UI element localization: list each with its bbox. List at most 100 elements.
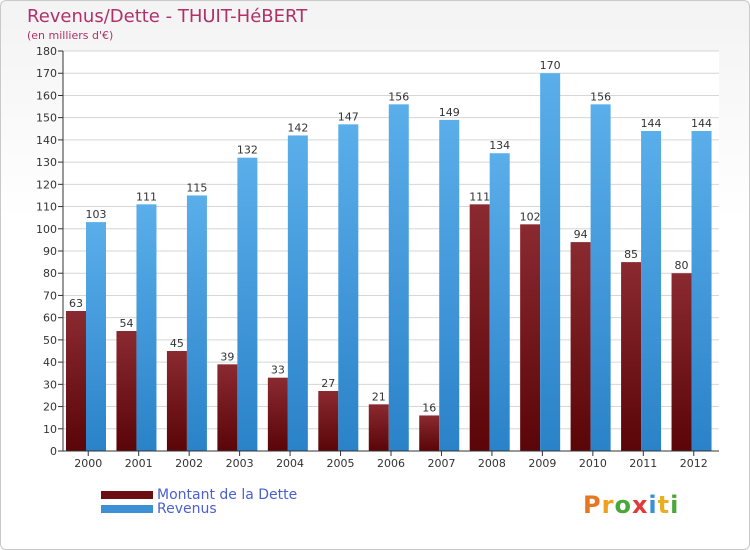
data-label: 144 <box>691 117 712 130</box>
proxiti-logo: Proxiti <box>583 491 679 519</box>
legend-item-revenus: Revenus <box>101 501 297 517</box>
y-tick-label: 150 <box>36 112 57 125</box>
chart-subtitle: (en milliers d'€) <box>27 29 114 42</box>
y-tick-label: 160 <box>36 89 57 102</box>
bar-dette <box>166 351 187 451</box>
data-label: 156 <box>388 90 409 103</box>
logo-letter: o <box>614 491 632 519</box>
bar-dette <box>217 364 238 451</box>
y-tick-label: 170 <box>36 67 57 80</box>
bar-dette <box>570 242 591 451</box>
data-label: 111 <box>136 190 157 203</box>
y-tick-label: 80 <box>43 267 57 280</box>
bar-dette <box>116 331 137 451</box>
data-labels: 63 103 54 111 45 115 39 132 33 142 27 147 21 156 16 149… <box>69 59 712 414</box>
bar-revenus <box>691 131 712 451</box>
legend-label-revenus: Revenus <box>157 501 217 517</box>
x-tick-label: 2005 <box>327 457 355 470</box>
bar-dette <box>671 273 692 451</box>
bar-dette <box>520 224 541 451</box>
y-tick-label: 90 <box>43 245 57 258</box>
data-label: 85 <box>624 248 638 261</box>
y-tick-label: 20 <box>43 401 57 414</box>
logo-letter: P <box>583 491 602 519</box>
data-label: 102 <box>520 210 541 223</box>
x-tick-label: 2010 <box>579 457 607 470</box>
y-tick-label: 50 <box>43 334 57 347</box>
y-tick-label: 180 <box>36 45 57 58</box>
x-tick-label: 2008 <box>478 457 506 470</box>
bar-revenus <box>287 135 308 451</box>
legend-label-debt: Montant de la Dette <box>157 487 298 503</box>
x-tick-label: 2006 <box>377 457 405 470</box>
y-tick-label: 30 <box>43 378 57 391</box>
bar-dette <box>368 404 389 451</box>
data-label: 54 <box>119 317 133 330</box>
bar-revenus <box>86 222 106 451</box>
legend-swatch-debt <box>101 491 153 499</box>
bar-revenus <box>338 124 359 451</box>
bars <box>66 73 712 451</box>
logo-letter: i <box>670 491 680 519</box>
x-tick-label: 2009 <box>528 457 556 470</box>
bar-revenus <box>641 131 662 451</box>
axes: 0 10 20 30 40 50 60 70 80 90 100 110 120 130 140 150 160… <box>36 45 719 470</box>
x-tick-label: 2012 <box>680 457 708 470</box>
bar-dette <box>267 377 288 451</box>
data-label: 94 <box>574 228 588 241</box>
y-tick-label: 140 <box>36 134 57 147</box>
bar-dette <box>621 262 642 451</box>
x-tick-label: 2002 <box>175 457 203 470</box>
data-label: 103 <box>86 208 107 221</box>
y-tick-label: 100 <box>36 223 57 236</box>
data-label: 16 <box>422 401 436 414</box>
chart-title: Revenus/Dette - THUIT-HéBERT <box>27 6 308 27</box>
y-tick-label: 0 <box>50 445 57 458</box>
bar-revenus <box>136 204 157 451</box>
data-label: 111 <box>469 190 490 203</box>
y-tick-label: 130 <box>36 156 57 169</box>
x-tick-label: 2003 <box>226 457 254 470</box>
data-label: 147 <box>338 110 359 123</box>
bar-revenus <box>590 104 611 451</box>
data-label: 132 <box>237 144 258 157</box>
x-tick-label: 2004 <box>276 457 304 470</box>
data-label: 115 <box>186 181 207 194</box>
x-tick-label: 2000 <box>74 457 102 470</box>
data-label: 134 <box>489 139 510 152</box>
data-label: 33 <box>271 364 285 377</box>
data-label: 39 <box>220 350 234 363</box>
legend-swatch-revenus <box>101 505 153 513</box>
legend: Montant de la Dette Revenus <box>101 487 297 517</box>
bar-dette <box>318 391 339 451</box>
data-label: 63 <box>69 297 83 310</box>
bar-revenus <box>237 157 258 451</box>
bar-revenus <box>439 119 460 451</box>
data-label: 149 <box>439 106 460 119</box>
y-tick-label: 70 <box>43 289 57 302</box>
logo-letter: r <box>601 491 615 519</box>
data-label: 21 <box>372 390 386 403</box>
bar-revenus <box>388 104 409 451</box>
legend-item-debt: Montant de la Dette <box>101 487 297 503</box>
y-tick-label: 120 <box>36 178 57 191</box>
data-label: 144 <box>641 117 662 130</box>
x-tick-label: 2011 <box>629 457 657 470</box>
y-tick-label: 10 <box>43 423 57 436</box>
y-tick-label: 110 <box>36 201 57 214</box>
data-label: 142 <box>287 121 308 134</box>
bar-dette <box>66 311 86 451</box>
bar-dette <box>469 204 490 451</box>
logo-letter: x <box>631 491 649 519</box>
y-tick-label: 60 <box>43 312 57 325</box>
data-label: 170 <box>540 59 561 72</box>
bar-revenus <box>540 73 561 451</box>
data-label: 27 <box>321 377 335 390</box>
data-label: 156 <box>590 90 611 103</box>
bar-revenus <box>489 153 510 451</box>
x-tick-label: 2001 <box>125 457 153 470</box>
logo-letter: i <box>648 491 658 519</box>
data-label: 45 <box>170 337 184 350</box>
